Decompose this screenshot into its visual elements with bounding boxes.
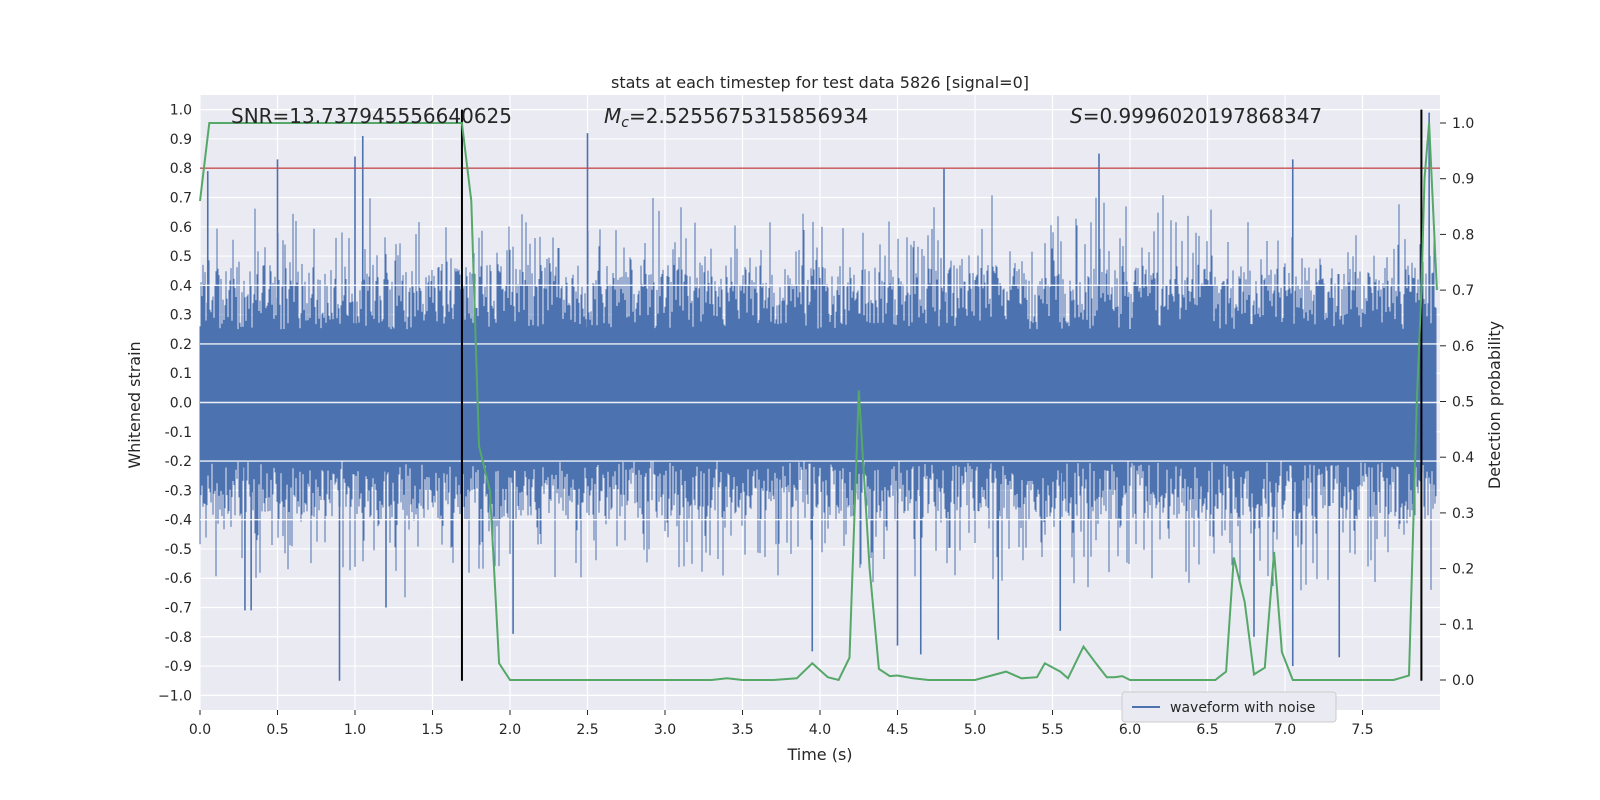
x-tick-label: 6.0 [1119, 722, 1141, 738]
y-left-tick-label: 0.9 [170, 132, 192, 148]
probability-series [199, 122, 1438, 682]
legend: waveform with noise [1121, 691, 1337, 723]
x-tick-label: 6.5 [1196, 722, 1218, 738]
y-left-tick-label: 0.6 [170, 220, 192, 236]
annotation-mc: Mc=2.5255675315856934 [604, 104, 868, 131]
x-tick-label: 4.0 [809, 722, 831, 738]
y-left-tick-label: -0.5 [165, 542, 192, 558]
x-tick-label: 3.0 [654, 722, 676, 738]
y-right-tick-label: 0.3 [1452, 506, 1474, 522]
x-tick-label: 5.5 [1041, 722, 1063, 738]
y-left-tick-label: -0.2 [165, 454, 192, 470]
probability-line [199, 122, 1438, 682]
waveform-noise [199, 195, 1437, 598]
x-tick-label: 7.0 [1274, 722, 1296, 738]
x-tick-label: 7.5 [1351, 722, 1373, 738]
y-right-tick-label: 0.2 [1452, 562, 1474, 578]
x-axis-label: Time (s) [786, 745, 852, 764]
x-tick-label: 2.0 [499, 722, 521, 738]
y-left-tick-label: −1.0 [158, 688, 192, 704]
y-left-tick-label: 0.4 [170, 278, 192, 294]
x-tick-label: 1.5 [421, 722, 443, 738]
y-left-tick-label: -0.7 [165, 601, 192, 617]
y-left-tick-label: 0.8 [170, 161, 192, 177]
waveform-series [199, 112, 1437, 681]
y-left-tick-label: 1.0 [170, 103, 192, 119]
y-right-tick-label: 0.9 [1452, 172, 1474, 188]
y-right-tick-label: 0.7 [1452, 283, 1474, 299]
horizontal-lines [200, 167, 1440, 521]
y-left-tick-label: -0.1 [165, 425, 192, 441]
y-right-tick-label: 0.4 [1452, 450, 1474, 466]
y-left-tick-label: 0.0 [170, 396, 192, 412]
y-left-tick-label: -0.8 [165, 630, 192, 646]
y-left-axis-ticks: 1.0 0.9 0.8 0.7 0.6 0.5 0.4 0.3 0.2 0.1 0.0 -0.1 -0.… [158, 103, 192, 705]
legend-entry: waveform with noise [1170, 700, 1315, 716]
x-tick-label: 4.5 [886, 722, 908, 738]
chart-title: stats at each timestep for test data 582… [611, 73, 1029, 92]
vertical-lines [460, 109, 1423, 681]
y-left-tick-label: 0.5 [170, 249, 192, 265]
y-right-tick-label: 0.8 [1452, 227, 1474, 243]
x-tick-label: 5.0 [964, 722, 986, 738]
x-tick-label: 1.0 [344, 722, 366, 738]
y-left-tick-label: 0.3 [170, 308, 192, 324]
y-right-tick-label: 1.0 [1452, 116, 1474, 132]
y-left-tick-label: -0.3 [165, 483, 192, 499]
y-right-tick-label: 0.5 [1452, 395, 1474, 411]
annotation-s: S=0.9996020197868347 [1070, 104, 1322, 128]
y-right-axis-label: Detection probability [1485, 321, 1504, 489]
x-tick-label: 3.5 [731, 722, 753, 738]
legend-box [1121, 691, 1337, 723]
y-right-tick-label: 0.1 [1452, 617, 1474, 633]
y-left-axis-label: Whitened strain [125, 341, 144, 468]
annotation-snr: SNR=13.737945556640625 [231, 104, 512, 128]
y-left-tick-label: -0.4 [165, 513, 192, 529]
y-left-tick-label: 0.7 [170, 191, 192, 207]
y-left-tick-label: -0.9 [165, 659, 192, 675]
y-right-axis-ticks: 1.0 0.9 0.8 0.7 0.6 0.5 0.4 0.3 0.2 0.1 0.0 [1440, 116, 1474, 689]
y-left-tick-label: 0.2 [170, 337, 192, 353]
y-right-tick-label: 0.0 [1452, 673, 1474, 689]
x-tick-label: 0.0 [189, 722, 211, 738]
x-tick-label: 0.5 [266, 722, 288, 738]
y-right-tick-label: 0.6 [1452, 339, 1474, 355]
x-tick-label: 2.5 [576, 722, 598, 738]
x-axis-ticks: 0.0 0.5 1.0 1.5 2.0 2.5 3.0 3.5 4.0 4.5 5.0 5.5 6.0 6… [189, 710, 1374, 738]
y-left-tick-label: -0.6 [165, 571, 192, 587]
y-left-tick-label: 0.1 [170, 366, 192, 382]
